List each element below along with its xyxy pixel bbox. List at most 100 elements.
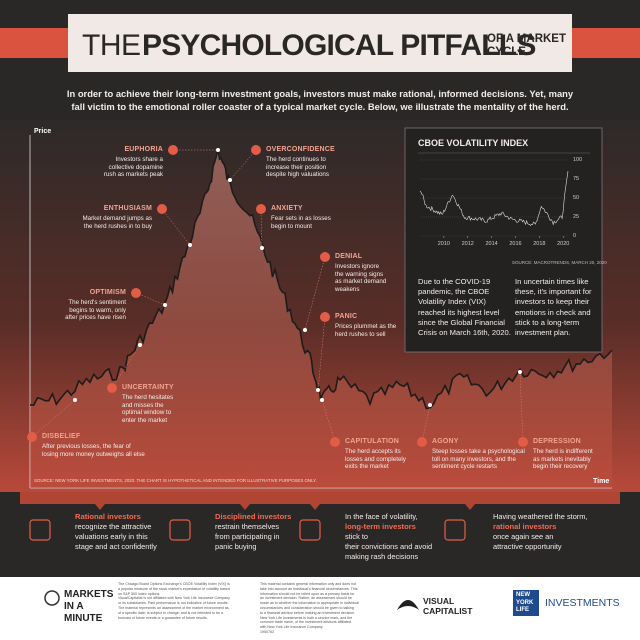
vix-box bbox=[404, 127, 603, 353]
panel-highlight: Disciplined investors bbox=[215, 512, 292, 521]
stage-text: sentiment cycle restarts bbox=[432, 463, 497, 471]
stage-icon bbox=[256, 204, 266, 214]
fine-print: This material contains general informati… bbox=[260, 582, 357, 586]
stage-icon bbox=[131, 288, 141, 298]
stage-leader bbox=[317, 316, 326, 391]
stage-dot bbox=[320, 398, 324, 402]
stage-name: EUPHORIA bbox=[124, 146, 163, 153]
stage-name: DEPRESSION bbox=[533, 438, 581, 445]
fine-print: a popular measure of the stock market's … bbox=[118, 586, 230, 591]
brand-text: IN A bbox=[64, 601, 84, 612]
stage-text: increase their position bbox=[266, 163, 327, 171]
fine-print: of a specific date; is subject to change… bbox=[118, 610, 224, 615]
stage-icon bbox=[27, 432, 37, 442]
stage-text: rush as markets peak bbox=[103, 171, 163, 179]
vix-paragraph: In uncertain times like bbox=[515, 277, 589, 286]
stage-leader bbox=[321, 399, 336, 443]
vix-paragraph: Crisis on March 16th, 2020. bbox=[418, 328, 511, 337]
brand-icon bbox=[44, 590, 60, 606]
panel-text: attractive opportunity bbox=[493, 542, 562, 551]
panel-text: In the face of volatility, bbox=[345, 512, 418, 521]
stage-name: ENTHUSIASM bbox=[103, 205, 152, 212]
panel-pointer bbox=[240, 504, 250, 510]
vc-icon bbox=[397, 600, 419, 610]
panel-highlight: long-term investors bbox=[345, 522, 416, 531]
chart-source: SOURCE: NEW YORK LIFE INVESTMENTS, 2020.… bbox=[34, 478, 317, 483]
panel-text: making rash decisions bbox=[345, 552, 419, 561]
vix-paragraph: investors to keep their bbox=[515, 297, 590, 307]
stage-text: and misses the bbox=[122, 401, 164, 409]
panel-icon bbox=[444, 519, 466, 541]
vix-y-tick-label: 50 bbox=[573, 194, 580, 201]
panel-pointer bbox=[310, 504, 320, 510]
price-cycle bbox=[27, 145, 613, 488]
nyl-investments: INVESTMENTS bbox=[545, 597, 620, 609]
vix-x-tick-label: 2020 bbox=[557, 241, 570, 247]
price-area bbox=[30, 149, 612, 488]
stage-text: Investors share a bbox=[115, 156, 163, 163]
title-light: THE bbox=[82, 29, 141, 62]
fine-print: The material represents an assessment of… bbox=[118, 606, 229, 610]
stage-dot bbox=[188, 243, 192, 247]
y-axis-label: Price bbox=[34, 128, 52, 135]
vix-paragraph: stick to a long-term bbox=[515, 317, 580, 327]
stage-name: OVERCONFIDENCE bbox=[266, 146, 335, 153]
fine-print: common trade name, of the investment adv… bbox=[260, 620, 352, 625]
stage-name: CAPITULATION bbox=[345, 438, 399, 445]
vix-title: CBOE VOLATILITY INDEX bbox=[418, 138, 529, 148]
vix-paragraph: reached its highest level bbox=[418, 307, 500, 317]
vix-chart bbox=[419, 159, 569, 238]
stage-text: losses and completely bbox=[345, 455, 406, 463]
panel-icon bbox=[169, 519, 191, 541]
panel-text: Having weathered the storm, bbox=[493, 512, 588, 521]
stage-leader bbox=[304, 256, 326, 331]
stage-name: ANXIETY bbox=[271, 205, 303, 212]
fine-print: VisualCapitalist is not affiliated with … bbox=[118, 596, 230, 601]
stage-dot bbox=[428, 403, 432, 407]
stage-leader bbox=[135, 292, 166, 306]
panel-icon bbox=[299, 519, 321, 541]
vix-paragraph: investment plan. bbox=[515, 328, 571, 337]
stage-leader bbox=[111, 344, 141, 389]
stage-dot bbox=[73, 398, 77, 402]
vix-source: SOURCE: MACROTRENDS, MARCH 20, 2020 bbox=[512, 260, 607, 265]
vix-x-tick-label: 2016 bbox=[509, 241, 522, 247]
stage-text: After previous losses, the fear of bbox=[42, 443, 131, 450]
brand-text: MARKETS bbox=[64, 589, 114, 600]
vix-paragraph: pandemic, the CBOE bbox=[418, 287, 490, 297]
stage-dot bbox=[260, 246, 264, 250]
fine-print: take into account an individual's financ… bbox=[260, 586, 358, 591]
stage-text: begin to mount bbox=[271, 222, 312, 230]
intro-text: In order to achieve their long-term inve… bbox=[66, 88, 574, 112]
stage-text: collective dopamine bbox=[108, 163, 163, 171]
panel-text: valuations early in this bbox=[75, 532, 148, 541]
vix-paragraph: emotions in check and bbox=[515, 307, 591, 317]
stage-text: The herd's sentiment bbox=[68, 299, 126, 306]
vc-logo: CAPITALIST bbox=[423, 606, 473, 616]
stage-text: exits the market bbox=[345, 463, 389, 471]
stage-text: enter the market bbox=[122, 416, 168, 424]
vix-paragraph: Due to the COVID-19 bbox=[418, 277, 491, 286]
stage-name: UNCERTAINTY bbox=[122, 384, 174, 391]
panel-text: once again see an bbox=[493, 532, 554, 541]
fine-print: on S&P 500 index options. bbox=[118, 591, 161, 596]
title-small: OF A MARKET bbox=[487, 33, 567, 45]
stage-text: The herd is indifferent bbox=[533, 448, 593, 455]
vix-line bbox=[419, 171, 569, 226]
stage-text: herd rushes to sell bbox=[335, 330, 386, 338]
panel-pointer bbox=[95, 504, 105, 510]
vix-paragraph: these, it's important for bbox=[515, 287, 592, 297]
fine-print: made as to whether the information is ap… bbox=[260, 601, 359, 606]
brand-text: MINUTE bbox=[64, 613, 103, 624]
stage-text: optimal window to bbox=[122, 409, 172, 417]
panel-text: stage and act confidently bbox=[75, 542, 157, 551]
stage-icon bbox=[251, 145, 261, 155]
nyl-logo: NEW bbox=[516, 592, 530, 598]
stage-text: The herd hesitates bbox=[122, 394, 174, 401]
stage-text: weakens bbox=[335, 285, 360, 293]
stage-name: PANIC bbox=[335, 313, 358, 320]
stage-dot bbox=[316, 388, 320, 392]
stage-icon bbox=[417, 437, 427, 447]
fine-print: circumstances and consideration should b… bbox=[260, 606, 354, 610]
